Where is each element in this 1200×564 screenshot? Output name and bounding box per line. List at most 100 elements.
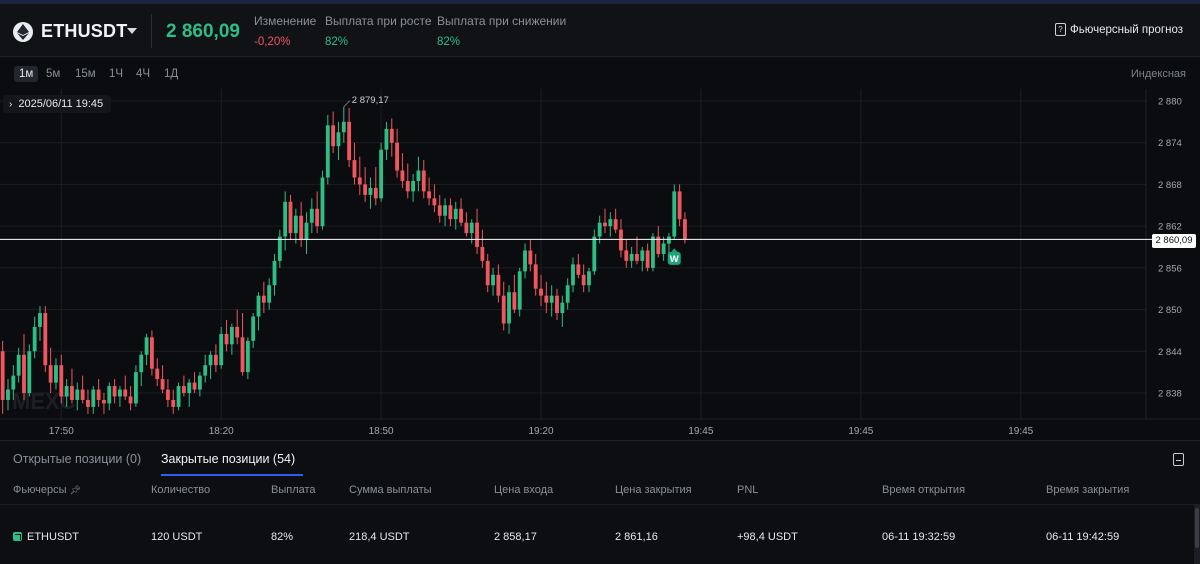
document-icon[interactable] bbox=[1173, 453, 1184, 466]
timeframe-4h[interactable]: 4Ч bbox=[136, 68, 151, 80]
table-scrollbar-thumb[interactable] bbox=[1195, 508, 1199, 548]
timeframe-5m[interactable]: 5м bbox=[46, 68, 61, 80]
candle-body bbox=[283, 201, 288, 237]
candle-body bbox=[512, 292, 517, 310]
candle-body bbox=[112, 386, 117, 397]
trend-up-icon bbox=[13, 532, 22, 541]
candle-body bbox=[608, 219, 613, 227]
timeframe-bar: 1м 5м 15м 1Ч 4Ч 1Д Индексная bbox=[0, 57, 1200, 89]
candle-body bbox=[229, 326, 234, 345]
cell-close-price: 2 861,16 bbox=[615, 531, 658, 543]
candle-body bbox=[555, 295, 559, 314]
column-header-payout-sum: Сумма выплаты bbox=[349, 484, 432, 496]
symbol-selector[interactable]: ETHUSDT bbox=[41, 21, 128, 41]
x-tick-label: 18:50 bbox=[369, 426, 394, 437]
change-label: Изменение bbox=[254, 14, 317, 28]
candle-body bbox=[27, 351, 32, 393]
x-tick-label: 19:45 bbox=[688, 426, 713, 437]
candle-body bbox=[70, 386, 74, 400]
candle-body bbox=[128, 396, 133, 404]
candle-body bbox=[363, 184, 368, 195]
candle-body bbox=[6, 389, 10, 400]
x-tick-label: 18:20 bbox=[209, 426, 234, 437]
candle-body bbox=[32, 326, 37, 352]
candle-body bbox=[64, 386, 69, 397]
y-tick-label: 2 838 bbox=[1158, 389, 1182, 400]
candle-body bbox=[341, 121, 346, 133]
y-tick-label: 2 862 bbox=[1158, 222, 1182, 233]
candle-body bbox=[629, 253, 634, 261]
wallet-marker-icon bbox=[667, 251, 681, 265]
candle-body bbox=[203, 365, 208, 376]
chevron-right-icon: › bbox=[9, 98, 13, 110]
table-row[interactable]: ETHUSDT 120 USDT 82% 218,4 USDT 2 858,17… bbox=[0, 505, 1200, 564]
crosshair-date-tag[interactable]: › 2025/06/11 19:45 bbox=[3, 95, 112, 113]
x-tick-label: 19:45 bbox=[848, 426, 873, 437]
candle-body bbox=[448, 205, 453, 220]
candle-body bbox=[144, 337, 149, 355]
candle-body bbox=[219, 333, 224, 366]
candle-body bbox=[427, 191, 432, 199]
candle-body bbox=[213, 354, 218, 366]
column-header-futures: Фьючерсы 📌︎ bbox=[13, 484, 81, 496]
candle-body bbox=[581, 274, 586, 286]
futures-forecast-label: Фьючерсный прогноз bbox=[1070, 23, 1183, 36]
timeframe-1h[interactable]: 1Ч bbox=[109, 68, 124, 80]
candle-body bbox=[416, 170, 421, 181]
timeframe-15m[interactable]: 15м bbox=[75, 68, 96, 80]
crosshair-date-label: 2025/06/11 19:45 bbox=[18, 98, 104, 110]
wallet-marker-label: W bbox=[670, 254, 679, 265]
candle-body bbox=[48, 365, 53, 383]
futures-forecast-button[interactable]: ? Фьючерсный прогноз bbox=[1055, 23, 1183, 36]
cell-close-time: 06-11 19:42:59 bbox=[1046, 531, 1120, 543]
candle-body bbox=[43, 313, 48, 366]
tab-open-positions[interactable]: Открытые позиции (0) bbox=[13, 452, 142, 466]
candle-body bbox=[288, 201, 293, 234]
candle-body bbox=[59, 365, 64, 397]
indexed-price-toggle[interactable]: Индексная bbox=[1130, 68, 1186, 80]
candle-body bbox=[592, 236, 597, 272]
candle-body bbox=[539, 288, 543, 296]
candle-body bbox=[293, 215, 298, 234]
x-tick-label: 17:50 bbox=[49, 426, 74, 437]
last-price: 2 860,09 bbox=[166, 21, 240, 42]
candle-body bbox=[544, 295, 549, 303]
pin-icon[interactable]: 📌︎ bbox=[69, 485, 81, 495]
candle-body bbox=[635, 253, 639, 261]
candle-body bbox=[352, 160, 357, 178]
candle-body bbox=[533, 264, 538, 289]
candle-body bbox=[384, 128, 389, 150]
candle-body bbox=[437, 205, 442, 216]
payout-up-label: Выплата при росте bbox=[325, 14, 432, 28]
candle-body bbox=[373, 187, 378, 199]
candle-body bbox=[181, 386, 186, 393]
chevron-down-icon[interactable] bbox=[127, 28, 137, 34]
candle-body bbox=[245, 340, 250, 373]
candle-body bbox=[619, 229, 623, 251]
positions-tabbar: Открытые позиции (0) Закрытые позиции (5… bbox=[0, 440, 1200, 478]
candle-body bbox=[139, 354, 144, 373]
candlestick-chart[interactable]: 2 880 2 874 2 868 2 862 2 856 2 850 2 844 2 838… bbox=[0, 89, 1200, 439]
candle-body bbox=[405, 180, 410, 192]
candle-body bbox=[208, 354, 213, 366]
candle-body bbox=[224, 333, 229, 345]
candle-body bbox=[464, 222, 469, 234]
candle-body bbox=[336, 132, 341, 147]
candle-body bbox=[603, 222, 607, 227]
candle-body bbox=[277, 236, 282, 261]
candle-body bbox=[480, 247, 485, 261]
candle-body bbox=[613, 219, 618, 230]
candle-body bbox=[411, 180, 416, 192]
column-header-entry-price: Цена входа bbox=[494, 484, 554, 496]
timeframe-1d[interactable]: 1Д bbox=[164, 68, 179, 80]
candle-body bbox=[315, 208, 320, 227]
candle-body bbox=[576, 264, 581, 275]
change-stat: Изменение -0,20% bbox=[254, 14, 316, 48]
candle-body bbox=[91, 389, 96, 407]
candle-body bbox=[107, 386, 112, 404]
candle-body bbox=[656, 236, 661, 254]
price-chart[interactable]: 2 880 2 874 2 868 2 862 2 856 2 850 2 844 2 838… bbox=[0, 89, 1200, 439]
tab-closed-positions[interactable]: Закрытые позиции (54) bbox=[161, 452, 296, 466]
timeframe-1m[interactable]: 1м bbox=[14, 66, 39, 82]
candle-body bbox=[357, 177, 362, 185]
